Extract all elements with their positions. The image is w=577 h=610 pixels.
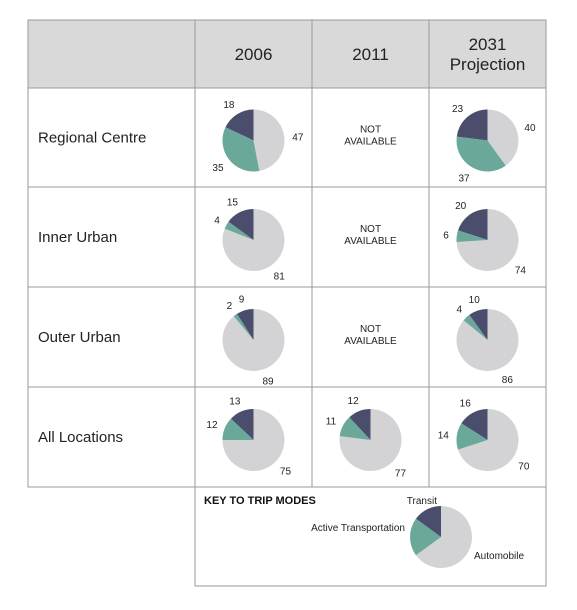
pie-value-label: 20 bbox=[455, 201, 467, 212]
not-available-label: NOT bbox=[360, 224, 381, 235]
transit-slice bbox=[469, 309, 488, 340]
transit-slice bbox=[456, 109, 488, 141]
key-label-transit: Transit bbox=[407, 496, 437, 507]
active-transportation-slice bbox=[233, 313, 254, 340]
pie-value-label: 13 bbox=[229, 397, 241, 408]
column-header: 2006 bbox=[235, 45, 273, 64]
key-title: KEY TO TRIP MODES bbox=[204, 495, 316, 507]
row-label: All Locations bbox=[38, 429, 123, 446]
automobile-slice bbox=[456, 309, 519, 371]
key-box bbox=[194, 486, 547, 587]
automobile-slice bbox=[487, 109, 519, 166]
key-label-active-transportation: Active Transportation bbox=[311, 523, 405, 534]
active-transportation-slice bbox=[224, 221, 254, 240]
pie-value-label: 2 bbox=[227, 301, 233, 312]
automobile-slice bbox=[222, 309, 285, 371]
transit-slice bbox=[236, 309, 254, 340]
not-available-label: NOT bbox=[360, 125, 381, 136]
transit-slice bbox=[225, 109, 254, 141]
pie-value-label: 4 bbox=[214, 215, 220, 226]
column-header: 2011 bbox=[352, 45, 389, 64]
pie-value-label: 37 bbox=[458, 174, 470, 185]
not-available-label: AVAILABLE bbox=[344, 137, 397, 148]
pie-value-label: 11 bbox=[326, 416, 337, 427]
active-transportation-slice bbox=[410, 518, 441, 556]
active-transportation-slice bbox=[456, 423, 488, 450]
pie-value-label: 14 bbox=[438, 431, 450, 442]
row-label: Outer Urban bbox=[38, 329, 121, 346]
not-available-label: AVAILABLE bbox=[344, 236, 397, 247]
pie-value-label: 15 bbox=[227, 198, 239, 209]
active-transportation-slice bbox=[456, 136, 506, 172]
active-transportation-slice bbox=[222, 127, 260, 172]
key-label-automobile: Automobile bbox=[474, 551, 524, 562]
pie-value-label: 16 bbox=[460, 398, 472, 409]
column-header: Projection bbox=[450, 55, 526, 74]
transit-slice bbox=[349, 409, 371, 440]
pie-value-label: 9 bbox=[239, 295, 245, 306]
transit-slice bbox=[458, 209, 488, 240]
pie-value-label: 18 bbox=[223, 100, 235, 111]
automobile-slice bbox=[458, 409, 519, 471]
automobile-slice bbox=[456, 209, 519, 271]
transit-slice bbox=[230, 409, 254, 440]
pie-value-label: 89 bbox=[263, 376, 275, 387]
transit-slice bbox=[461, 409, 488, 440]
transit-slice bbox=[228, 209, 254, 240]
row-label: Inner Urban bbox=[38, 229, 117, 246]
pie-value-label: 47 bbox=[292, 132, 304, 143]
pie-value-label: 12 bbox=[206, 420, 218, 431]
row-label: Regional Centre bbox=[38, 130, 146, 147]
pie-value-label: 81 bbox=[274, 272, 286, 283]
pie-value-label: 4 bbox=[457, 305, 463, 316]
not-available-label: NOT bbox=[360, 324, 381, 335]
pie-value-label: 35 bbox=[212, 163, 224, 174]
pie-value-label: 40 bbox=[524, 123, 536, 134]
transit-slice bbox=[415, 506, 441, 537]
pie-value-label: 6 bbox=[443, 231, 449, 242]
automobile-slice bbox=[253, 109, 285, 171]
active-transportation-slice bbox=[456, 230, 488, 242]
header-background bbox=[28, 20, 546, 88]
pie-value-label: 77 bbox=[395, 468, 407, 479]
automobile-slice bbox=[339, 409, 402, 471]
pie-value-label: 12 bbox=[348, 396, 360, 407]
active-transportation-slice bbox=[222, 418, 254, 440]
pie-value-label: 86 bbox=[502, 375, 514, 386]
pie-value-label: 75 bbox=[280, 466, 292, 477]
pie-value-label: 70 bbox=[518, 461, 530, 472]
column-header: 2031 bbox=[469, 35, 507, 54]
not-available-label: AVAILABLE bbox=[344, 336, 397, 347]
automobile-slice bbox=[222, 209, 285, 271]
automobile-slice bbox=[415, 506, 473, 568]
active-transportation-slice bbox=[339, 417, 371, 440]
pie-value-label: 10 bbox=[469, 295, 481, 306]
pie-value-label: 74 bbox=[515, 265, 527, 276]
pie-value-label: 23 bbox=[452, 104, 464, 115]
active-transportation-slice bbox=[463, 314, 488, 340]
